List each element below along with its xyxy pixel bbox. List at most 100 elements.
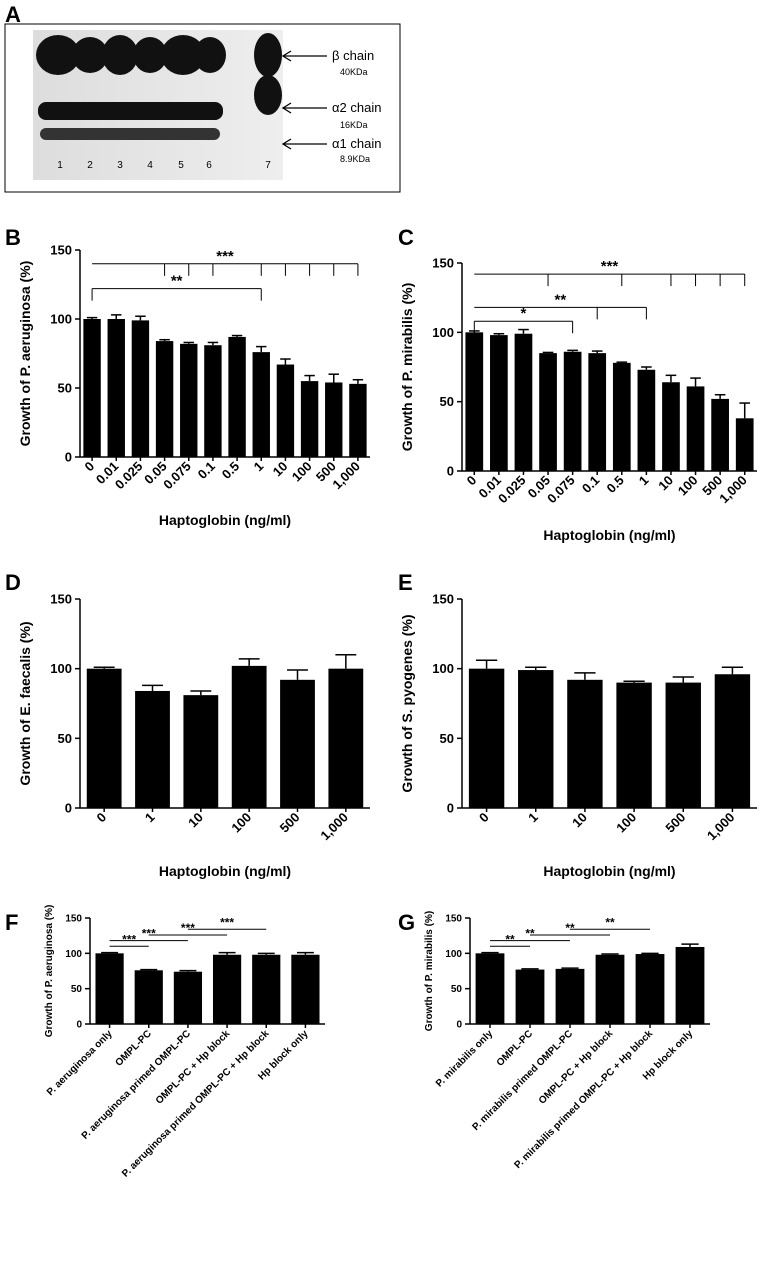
x-tick-label: 1 bbox=[636, 473, 652, 489]
sig-label: *** bbox=[142, 927, 156, 941]
y-tick-label: 50 bbox=[440, 731, 454, 746]
x-axis-label: Haptoglobin (ng/ml) bbox=[543, 527, 675, 543]
bar bbox=[212, 954, 242, 1024]
blot-bands bbox=[36, 33, 282, 140]
bar bbox=[563, 351, 582, 471]
y-tick-label: 0 bbox=[65, 801, 72, 816]
x-tick-label: 100 bbox=[675, 473, 701, 499]
bar bbox=[204, 345, 222, 457]
y-tick-label: 50 bbox=[440, 394, 454, 409]
bar bbox=[468, 668, 505, 808]
bar bbox=[134, 970, 163, 1024]
blot-label: 8.9KDa bbox=[340, 154, 370, 164]
lane-number: 1 bbox=[57, 160, 63, 171]
sig-label: ** bbox=[554, 291, 566, 308]
y-tick-label: 100 bbox=[50, 661, 72, 676]
bar bbox=[475, 953, 505, 1024]
x-tick-label: 0 bbox=[464, 473, 480, 489]
blot-label: α1 chain bbox=[332, 136, 381, 151]
y-tick-label: 100 bbox=[432, 661, 454, 676]
x-tick-label: 100 bbox=[289, 459, 315, 485]
x-tick-label: OMPL-PC + Hp block bbox=[154, 1028, 233, 1107]
x-tick-label: 500 bbox=[662, 810, 688, 836]
y-tick-label: 100 bbox=[445, 949, 462, 960]
y-tick-label: 50 bbox=[58, 381, 72, 396]
x-tick-label: 1 bbox=[525, 810, 541, 826]
panel-letter: B bbox=[5, 225, 21, 250]
bar bbox=[588, 353, 607, 471]
bar bbox=[555, 968, 585, 1024]
bar bbox=[735, 418, 754, 471]
blot-label: 40KDa bbox=[340, 67, 368, 77]
bar bbox=[662, 382, 680, 471]
arrow-head bbox=[281, 102, 292, 114]
y-tick-label: 0 bbox=[76, 1020, 82, 1031]
bar bbox=[637, 369, 656, 471]
blot-frame bbox=[4, 23, 401, 193]
blot-label: α2 chain bbox=[332, 100, 381, 115]
y-tick-label: 0 bbox=[456, 1020, 462, 1031]
x-axis-label: Haptoglobin (ng/ml) bbox=[159, 863, 291, 879]
bar bbox=[180, 343, 198, 457]
y-axis-label: Growth of P. mirabilis (%) bbox=[424, 911, 435, 1031]
sig-label: ** bbox=[505, 932, 515, 946]
panel-letter: A bbox=[5, 2, 21, 27]
x-tick-label: OMPL-PC bbox=[113, 1028, 153, 1068]
bar bbox=[714, 674, 751, 808]
x-axis-label: Haptoglobin (ng/ml) bbox=[159, 512, 291, 528]
panel-letter: E bbox=[398, 570, 413, 595]
bar bbox=[280, 679, 315, 808]
bar bbox=[665, 682, 701, 808]
x-tick-label: 100 bbox=[228, 810, 254, 836]
bar bbox=[349, 383, 367, 457]
bar bbox=[252, 954, 281, 1024]
bar bbox=[107, 319, 125, 457]
sig-label: ** bbox=[525, 927, 535, 941]
y-tick-label: 100 bbox=[65, 949, 82, 960]
y-tick-label: 150 bbox=[65, 914, 82, 925]
x-tick-label: 0.1 bbox=[579, 473, 602, 496]
bar bbox=[518, 670, 554, 808]
arrow-head bbox=[281, 50, 292, 62]
x-tick-label: OMPL-PC + Hp block bbox=[537, 1028, 616, 1107]
blot-label: 16KDa bbox=[340, 120, 368, 130]
bar bbox=[252, 352, 270, 457]
bar bbox=[95, 953, 124, 1024]
y-tick-label: 150 bbox=[432, 256, 454, 271]
bar bbox=[514, 333, 533, 471]
lane-number: 2 bbox=[87, 160, 93, 171]
x-tick-label: 0.5 bbox=[219, 459, 242, 482]
x-tick-label: P. mirabilis primed OMPL-PC + Hp block bbox=[512, 1028, 655, 1171]
bar bbox=[276, 364, 295, 457]
blot-label: β chain bbox=[332, 48, 374, 63]
x-tick-label: 0.1 bbox=[195, 459, 218, 482]
bar bbox=[595, 954, 625, 1024]
x-tick-label: 1,000 bbox=[716, 473, 750, 507]
y-tick-label: 0 bbox=[447, 801, 454, 816]
lane-number: 4 bbox=[147, 160, 153, 171]
bar bbox=[328, 668, 364, 808]
sig-label: ** bbox=[171, 273, 183, 290]
bar bbox=[612, 362, 631, 471]
bar bbox=[325, 382, 343, 457]
panel-letter: C bbox=[398, 225, 414, 250]
arrow-head bbox=[281, 138, 292, 150]
x-tick-label: 0.075 bbox=[544, 473, 578, 507]
sig-label: *** bbox=[216, 248, 234, 265]
y-axis-label: Growth of P. aeruginosa (%) bbox=[17, 261, 33, 447]
sig-label: *** bbox=[220, 915, 234, 929]
x-tick-label: 10 bbox=[569, 810, 590, 831]
x-tick-label: 1 bbox=[142, 810, 158, 826]
bar bbox=[567, 679, 603, 808]
bar bbox=[291, 954, 320, 1024]
y-axis-label: Growth of P. aeruginosa (%) bbox=[44, 905, 55, 1038]
y-tick-label: 50 bbox=[58, 731, 72, 746]
panel-letter: F bbox=[5, 910, 18, 935]
y-tick-label: 0 bbox=[447, 464, 454, 479]
lane-number: 7 bbox=[265, 160, 271, 171]
bar bbox=[83, 319, 101, 457]
x-tick-label: 0.025 bbox=[495, 473, 529, 507]
bar bbox=[228, 336, 246, 457]
bar bbox=[686, 386, 705, 471]
